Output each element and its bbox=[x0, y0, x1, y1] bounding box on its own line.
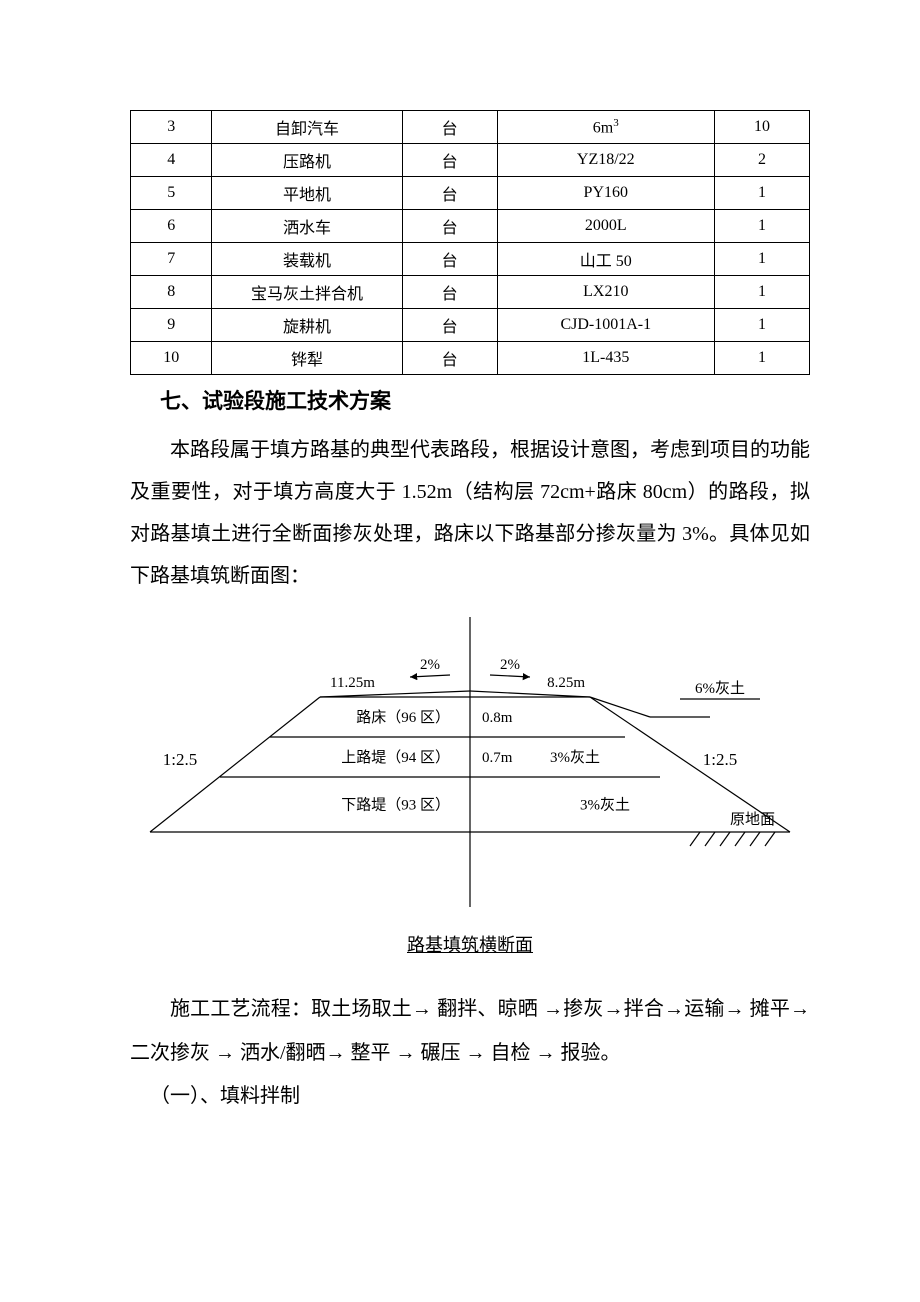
table-cell: 10 bbox=[131, 342, 212, 375]
table-cell: 台 bbox=[402, 309, 497, 342]
table-cell: YZ18/22 bbox=[497, 144, 714, 177]
table-cell: 山工 50 bbox=[497, 243, 714, 276]
table-cell: 1 bbox=[714, 243, 809, 276]
table-cell: 台 bbox=[402, 342, 497, 375]
table-cell: 台 bbox=[402, 177, 497, 210]
table-cell: 4 bbox=[131, 144, 212, 177]
table-cell: 9 bbox=[131, 309, 212, 342]
svg-text:1:2.5: 1:2.5 bbox=[703, 750, 737, 769]
section-heading: 七、试验段施工技术方案 bbox=[160, 385, 810, 415]
table-cell: 1 bbox=[714, 309, 809, 342]
svg-text:8.25m: 8.25m bbox=[547, 675, 585, 691]
svg-text:0.7m: 0.7m bbox=[482, 750, 513, 766]
svg-text:路床（96 区）: 路床（96 区） bbox=[356, 709, 450, 726]
table-cell: PY160 bbox=[497, 177, 714, 210]
table-row: 3自卸汽车台6m310 bbox=[131, 111, 810, 144]
cross-section-diagram: 2% 2% 11.25m 8.25m 6%灰土路床（96 区） 上路堤（94 区） 下路堤（… bbox=[130, 617, 810, 917]
svg-text:原地面: 原地面 bbox=[730, 811, 775, 828]
table-cell: 台 bbox=[402, 210, 497, 243]
svg-text:下路堤（93 区）: 下路堤（93 区） bbox=[341, 797, 450, 814]
equipment-table: 3自卸汽车台6m3104压路机台YZ18/2225平地机台PY16016洒水车台… bbox=[130, 110, 810, 375]
table-row: 5平地机台PY1601 bbox=[131, 177, 810, 210]
table-cell: LX210 bbox=[497, 276, 714, 309]
table-cell: 5 bbox=[131, 177, 212, 210]
table-cell: 1 bbox=[714, 276, 809, 309]
table-cell: 2 bbox=[714, 144, 809, 177]
table-cell: CJD-1001A-1 bbox=[497, 309, 714, 342]
table-cell: 旋耕机 bbox=[212, 309, 402, 342]
table-cell: 1 bbox=[714, 342, 809, 375]
process-flow: 施工工艺流程：取土场取土→ 翻拌、晾晒 →掺灰→拌合→运输→ 摊平→ 二次掺灰 … bbox=[130, 987, 810, 1075]
table-row: 8宝马灰土拌合机台LX2101 bbox=[131, 276, 810, 309]
table-cell: 7 bbox=[131, 243, 212, 276]
subsection-heading: （一）、填料拌制 bbox=[130, 1075, 810, 1117]
svg-text:上路堤（94 区）: 上路堤（94 区） bbox=[341, 749, 450, 766]
svg-text:1:2.5: 1:2.5 bbox=[163, 750, 197, 769]
diagram-caption: 路基填筑横断面 bbox=[130, 931, 810, 957]
table-cell: 宝马灰土拌合机 bbox=[212, 276, 402, 309]
table-cell: 1L-435 bbox=[497, 342, 714, 375]
svg-text:11.25m: 11.25m bbox=[330, 675, 375, 691]
paragraph-1: 本路段属于填方路基的典型代表路段，根据设计意图，考虑到项目的功能及重要性，对于填… bbox=[130, 429, 810, 597]
table-row: 4压路机台YZ18/222 bbox=[131, 144, 810, 177]
table-cell: 压路机 bbox=[212, 144, 402, 177]
table-cell: 铧犁 bbox=[212, 342, 402, 375]
svg-text:3%灰土: 3%灰土 bbox=[580, 797, 630, 814]
table-cell: 6m3 bbox=[497, 111, 714, 144]
table-row: 10铧犁台1L-4351 bbox=[131, 342, 810, 375]
svg-text:6%灰土: 6%灰土 bbox=[695, 680, 745, 697]
table-row: 6洒水车台2000L1 bbox=[131, 210, 810, 243]
table-cell: 台 bbox=[402, 111, 497, 144]
table-cell: 3 bbox=[131, 111, 212, 144]
table-cell: 台 bbox=[402, 144, 497, 177]
svg-text:3%灰土: 3%灰土 bbox=[550, 749, 600, 766]
table-cell: 台 bbox=[402, 243, 497, 276]
table-cell: 8 bbox=[131, 276, 212, 309]
table-cell: 10 bbox=[714, 111, 809, 144]
table-cell: 装载机 bbox=[212, 243, 402, 276]
table-cell: 6 bbox=[131, 210, 212, 243]
svg-text:2%: 2% bbox=[420, 657, 440, 673]
table-row: 7装载机台山工 501 bbox=[131, 243, 810, 276]
table-row: 9旋耕机台CJD-1001A-11 bbox=[131, 309, 810, 342]
table-cell: 自卸汽车 bbox=[212, 111, 402, 144]
table-cell: 平地机 bbox=[212, 177, 402, 210]
table-cell: 台 bbox=[402, 276, 497, 309]
table-cell: 1 bbox=[714, 210, 809, 243]
svg-text:0.8m: 0.8m bbox=[482, 710, 513, 726]
table-cell: 2000L bbox=[497, 210, 714, 243]
table-cell: 1 bbox=[714, 177, 809, 210]
table-cell: 洒水车 bbox=[212, 210, 402, 243]
svg-text:2%: 2% bbox=[500, 657, 520, 673]
